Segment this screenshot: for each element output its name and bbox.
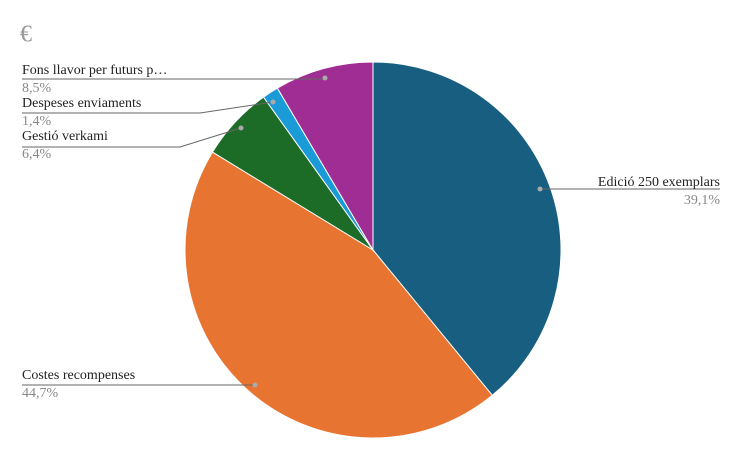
pie-slice (372, 61, 562, 397)
leader-dot (238, 125, 244, 131)
slice-value-label: 1,4% (22, 114, 52, 129)
leader-dot (252, 382, 258, 388)
leader-dot (322, 75, 328, 81)
slice-label: Despeses enviaments (22, 96, 141, 111)
chart-title: € (20, 22, 32, 48)
pie-slice (184, 151, 493, 439)
slice-label: Fons llavor per futurs p… (22, 63, 167, 78)
pie-slice (276, 61, 374, 252)
slice-value-label: 39,1% (684, 193, 721, 208)
leader-dot (537, 186, 543, 192)
leader-line (22, 101, 274, 114)
slice-value-label: 6,4% (22, 147, 52, 162)
slice-value-label: 44,7% (22, 386, 59, 401)
leader-line (22, 127, 242, 148)
leader-dot (270, 99, 276, 105)
slice-value-label: 8,5% (22, 81, 52, 96)
slice-label: Gestió verkami (22, 129, 108, 144)
slice-label: Edició 250 exemplars (598, 175, 720, 190)
slice-label: Costes recompenses (22, 368, 135, 383)
